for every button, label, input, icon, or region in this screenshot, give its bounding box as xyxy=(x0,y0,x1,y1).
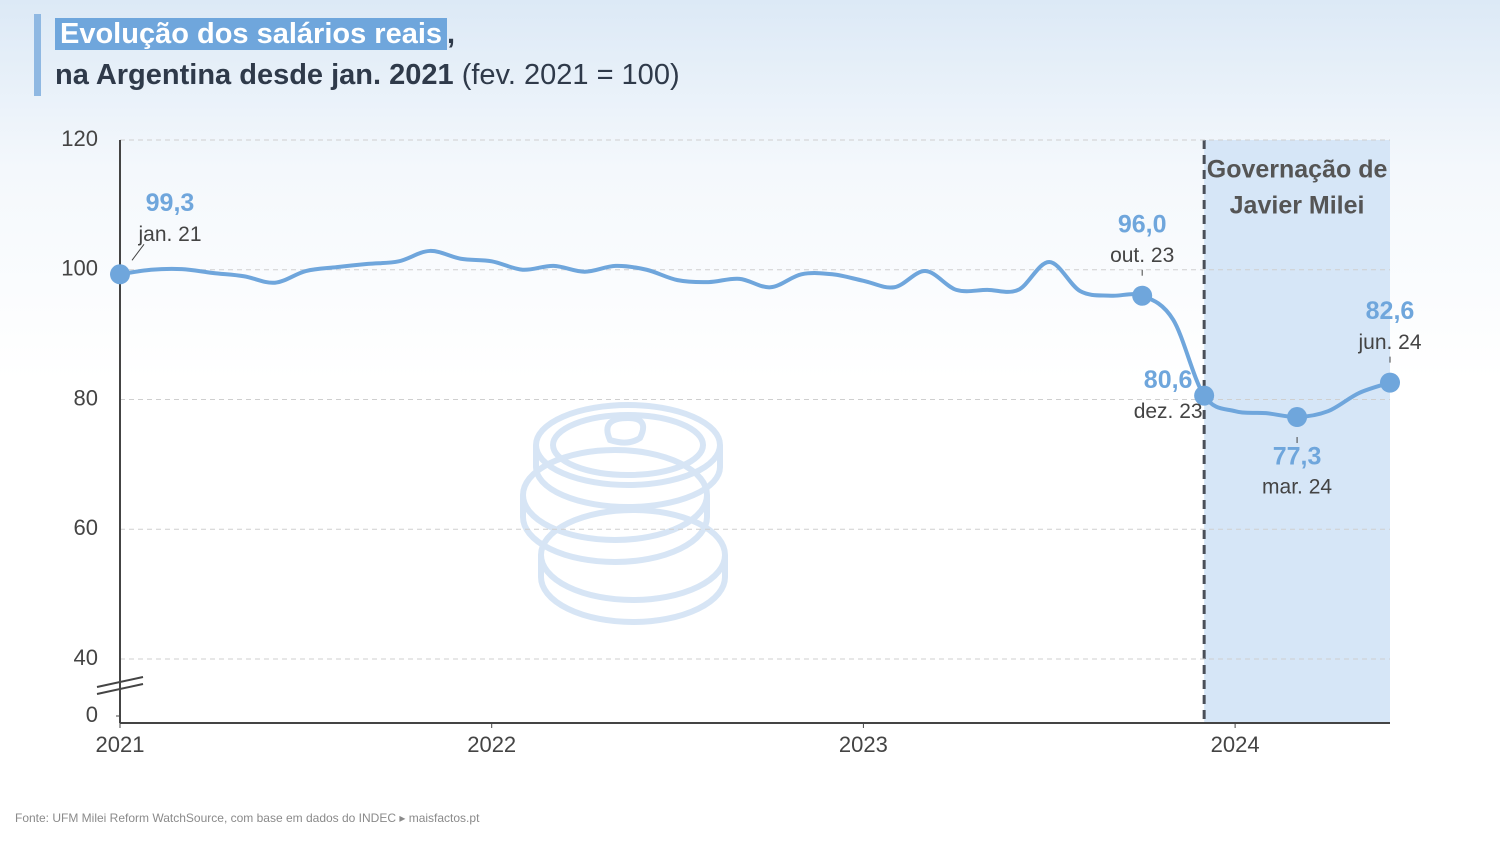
value-label: 82,6 xyxy=(1366,297,1415,325)
x-tick-label: 2022 xyxy=(467,732,516,757)
date-label: jan. 21 xyxy=(137,223,201,246)
leader xyxy=(131,243,145,261)
y-tick-label: 0 xyxy=(86,702,98,727)
title-line-1: Evolução dos salários reais, xyxy=(55,14,680,54)
data-line xyxy=(119,248,1391,420)
y-tick-label: 40 xyxy=(74,645,98,670)
y-tick-label: 100 xyxy=(61,256,98,281)
value-label: 77,3 xyxy=(1273,443,1322,471)
value-label: 80,6 xyxy=(1144,366,1193,394)
x-tick-label: 2023 xyxy=(839,732,888,757)
title-text: na Argentina desde jan. 2021 xyxy=(55,59,454,91)
date-label: mar. 24 xyxy=(1262,476,1332,499)
y-tick-label: 60 xyxy=(74,515,98,540)
highlight-label: Javier Milei xyxy=(1230,192,1365,220)
title-block: Evolução dos salários reais, na Argentin… xyxy=(34,14,680,96)
x-tick-label: 2024 xyxy=(1211,732,1260,757)
x-tick-label: 2021 xyxy=(96,732,145,757)
value-label: 96,0 xyxy=(1118,210,1167,238)
point xyxy=(1194,385,1215,406)
date-label: jun. 24 xyxy=(1357,331,1421,354)
y-tick-label: 80 xyxy=(74,385,98,410)
date-label: out. 23 xyxy=(1110,244,1174,267)
subtitle: (fev. 2021 = 100) xyxy=(461,59,680,91)
point xyxy=(1132,285,1153,306)
title-highlight: Evolução dos salários reais xyxy=(55,18,448,50)
date-label: dez. 23 xyxy=(1134,400,1203,423)
point xyxy=(110,264,130,285)
point xyxy=(1287,407,1308,428)
title-comma: , xyxy=(447,18,456,50)
value-label: 99,3 xyxy=(146,189,195,217)
highlight-label: Governação de xyxy=(1207,156,1388,184)
highlight-region xyxy=(1204,140,1390,723)
source: Fonte: UFM Milei Reform WatchSource, com… xyxy=(15,811,480,825)
axis-break xyxy=(96,683,144,695)
axis-break xyxy=(96,676,144,688)
y-tick-label: 120 xyxy=(61,126,98,151)
title-line-2: na Argentina desde jan. 2021 (fev. 2021 … xyxy=(55,54,680,96)
point xyxy=(1380,372,1400,393)
coin-icon xyxy=(520,402,728,625)
